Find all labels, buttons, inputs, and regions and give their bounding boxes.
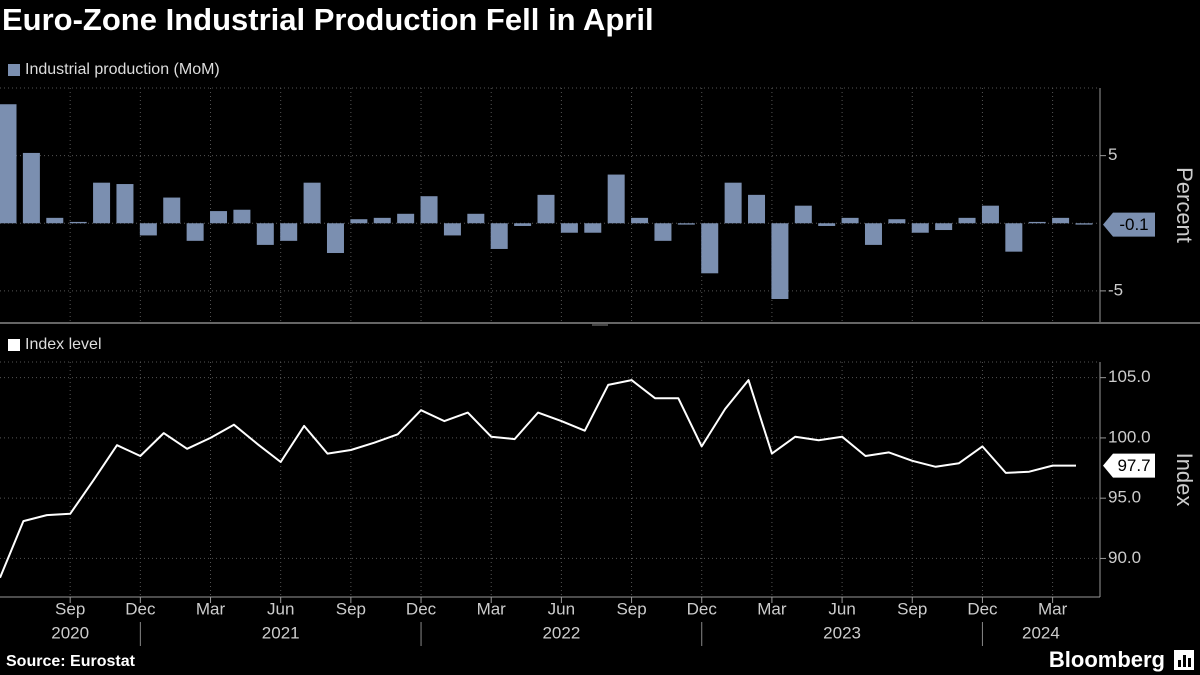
bar: [654, 223, 672, 241]
legend-label: Industrial production (MoM): [25, 61, 220, 78]
bar: [303, 182, 321, 224]
bar: [397, 213, 415, 224]
y-tick-label: 90.0: [1108, 548, 1141, 567]
bar: [981, 205, 999, 224]
x-year-label: 2020: [51, 623, 89, 642]
y-tick-label: 95.0: [1108, 488, 1141, 507]
chart-title: Euro-Zone Industrial Production Fell in …: [2, 2, 654, 37]
x-tick-label: Sep: [336, 599, 366, 618]
y-tick-label: 105.0: [1108, 367, 1151, 386]
last-value-label: -0.1: [1119, 215, 1148, 234]
x-tick-label: Mar: [196, 599, 226, 618]
x-tick-label: Mar: [1038, 599, 1068, 618]
bar: [163, 197, 181, 224]
x-year-label: 2021: [262, 623, 300, 642]
last-value-label: 97.7: [1117, 456, 1150, 475]
x-tick-label: Mar: [477, 599, 507, 618]
bar: [514, 223, 532, 226]
x-tick-label: Jun: [548, 599, 575, 618]
bar: [1075, 223, 1093, 225]
last-value-box: [1103, 212, 1155, 237]
bar: [326, 223, 344, 254]
bar: [1052, 217, 1070, 224]
x-tick-label: Dec: [687, 599, 718, 618]
brand-icon: [1174, 650, 1194, 670]
bar: [1028, 221, 1046, 224]
bar: [443, 223, 461, 236]
y-axis-label: Percent: [1172, 167, 1197, 243]
bar: [210, 211, 228, 224]
bar: [864, 223, 882, 245]
bar: [22, 152, 40, 224]
bar: [233, 209, 251, 224]
bar: [724, 182, 742, 224]
x-year-label: 2022: [542, 623, 580, 642]
x-tick-label: Sep: [897, 599, 927, 618]
x-tick-label: Dec: [967, 599, 998, 618]
bar: [958, 217, 976, 224]
x-tick-label: Sep: [55, 599, 85, 618]
x-year-label: 2023: [823, 623, 861, 642]
bar: [116, 184, 134, 224]
bar: [748, 194, 766, 224]
x-tick-label: Jun: [267, 599, 294, 618]
y-tick-label: -5: [1108, 280, 1123, 299]
bar: [350, 219, 368, 224]
bar: [280, 223, 298, 241]
bar: [560, 223, 578, 233]
bar: [701, 223, 719, 274]
bar: [888, 219, 906, 224]
bar: [46, 217, 64, 224]
bar: [1005, 223, 1023, 252]
legend-label: Index level: [25, 336, 102, 353]
bar: [818, 223, 836, 226]
bar: [771, 223, 789, 300]
bar: [256, 223, 274, 245]
bar: [537, 194, 555, 224]
bar: [467, 213, 485, 224]
y-tick-label: 100.0: [1108, 427, 1151, 446]
source: Source: Eurostat: [6, 653, 136, 670]
x-year-label: 2024: [1022, 623, 1060, 642]
bar: [139, 223, 157, 236]
x-tick-label: Jun: [828, 599, 855, 618]
bar: [677, 223, 695, 225]
bar: [841, 217, 859, 224]
bar: [69, 221, 87, 224]
bar: [935, 223, 953, 231]
bar: [93, 182, 111, 224]
line: [0, 379, 1076, 579]
x-tick-label: Dec: [125, 599, 156, 618]
y-axis-label: Index: [1172, 453, 1197, 507]
x-tick-label: Mar: [757, 599, 787, 618]
bar: [420, 196, 438, 224]
y-tick-label: 5: [1108, 145, 1117, 164]
bar: [186, 223, 204, 241]
legend-swatch: [8, 64, 20, 76]
last-value-box: [1103, 453, 1155, 478]
bar: [490, 223, 508, 249]
bar: [373, 217, 391, 224]
x-tick-label: Sep: [616, 599, 646, 618]
bar: [631, 217, 649, 224]
legend-swatch: [8, 339, 20, 351]
brand: Bloomberg: [1049, 647, 1165, 672]
bar: [584, 223, 602, 233]
bar: [0, 104, 17, 224]
bar: [607, 174, 625, 224]
x-tick-label: Dec: [406, 599, 437, 618]
bar: [794, 205, 812, 224]
bar: [911, 223, 929, 233]
